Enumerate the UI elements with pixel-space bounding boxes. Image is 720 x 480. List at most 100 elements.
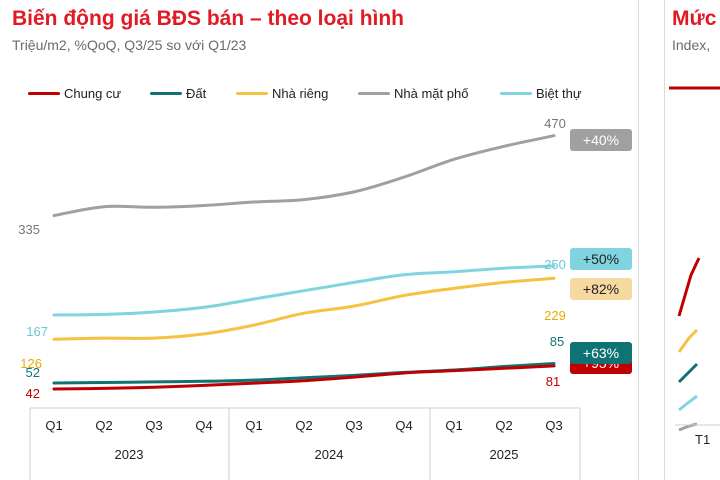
data-point-chungcu [452,369,456,372]
legend-item-nharieng: Nhà riêng [236,86,328,101]
end-value-nharieng: 229 [544,308,566,323]
legend-item-dat: Đất [150,86,206,101]
data-point-bietthu [552,264,556,268]
legend-swatch-chungcu [28,92,60,95]
legend-label-bietthu: Biệt thự [536,86,582,101]
legend-swatch-bietthu [500,92,532,95]
change-badge-label-nhamatpho: +40% [583,132,619,148]
change-badge-nharieng [570,278,632,300]
legend-swatch-nhamatpho [358,92,390,95]
data-point-nhamatpho [402,175,406,179]
chart-title: Biến động giá BĐS bán – theo loại hình [12,7,405,30]
data-point-bietthu [452,270,456,273]
data-point-dat [302,376,306,379]
data-point-dat [152,380,156,384]
legend-label-nhamatpho: Nhà mặt phố [394,86,469,101]
data-point-dat [52,381,56,385]
end-value-bietthu: 250 [544,257,566,272]
x-tick-label: Q3 [145,418,162,433]
data-point-bietthu [502,267,506,270]
legend-swatch-dat [150,92,182,95]
data-point-dat [102,381,106,384]
change-badge-dat [570,342,632,364]
data-point-dat [252,378,256,382]
x-tick-label: Q1 [45,418,62,433]
series-line-nhamatpho [52,134,556,218]
right-series-line [677,257,701,317]
legend-item-chungcu: Chung cư [28,86,121,101]
data-point-chungcu [352,375,356,379]
data-point-bietthu [352,281,356,284]
data-point-nharieng [302,312,306,315]
year-label: 2023 [115,447,144,462]
year-label: 2024 [315,447,344,462]
data-point-chungcu [202,384,206,387]
legend-label-chungcu: Chung cư [64,86,122,101]
legend-label-nharieng: Nhà riêng [272,86,329,101]
data-point-chungcu [502,367,506,370]
legend-item-nhamatpho: Nhà mặt phố [358,86,468,101]
data-point-bietthu [402,273,406,276]
change-badge-label-bietthu: +50% [583,251,619,267]
data-point-bietthu [152,310,156,314]
data-point-chungcu [402,371,406,375]
data-point-dat [202,380,206,383]
data-point-nhamatpho [502,145,506,148]
x-tick-label: Q1 [245,418,262,433]
x-tick-label: Q3 [545,418,562,433]
legend-item-bietthu: Biệt thự [500,86,582,101]
data-point-nhamatpho [452,158,456,161]
data-point-nharieng [352,304,356,308]
start-value-chungcu: 42 [26,386,40,401]
year-label: 2025 [490,447,519,462]
legend-label-dat: Đất [186,86,207,101]
x-tick-label: Q2 [495,418,512,433]
right-chart-title: Mức [672,7,717,30]
end-value-nhamatpho: 470 [544,116,566,131]
right-chart-subtitle: Index, [672,37,711,53]
right-series-line [677,362,699,384]
x-tick-label: Q4 [395,418,412,433]
data-point-nharieng [102,336,106,340]
data-point-bietthu [102,313,106,316]
data-point-nharieng [552,277,556,280]
chart-panel-left: Biến động giá BĐS bán – theo loại hình T… [12,0,639,480]
x-tick-label: Q3 [345,418,362,433]
start-value-bietthu: 167 [26,324,48,339]
legend-swatch-nharieng [236,92,268,95]
data-point-dat [552,362,556,365]
chart-subtitle: Triệu/m2, %QoQ, Q3/25 so với Q1/23 [12,37,247,53]
data-point-nhamatpho [102,205,106,208]
data-point-nharieng [202,332,206,336]
data-point-bietthu [252,297,256,301]
start-value-dat: 52 [26,365,40,380]
end-value-dat: 85 [550,334,564,349]
start-value-nhamatpho: 335 [18,222,40,237]
change-badge-bietthu [570,248,632,270]
right-chart-lines [669,86,720,432]
right-series-line [678,394,698,412]
data-point-chungcu [102,387,106,390]
end-value-chungcu: 81 [546,374,560,389]
data-point-nhamatpho [302,198,306,201]
change-badge-nhamatpho [570,129,632,151]
right-series-line [677,328,699,353]
line-chart: Q1Q2Q3Q4Q1Q2Q3Q4Q1Q2Q32023202420254281+9… [18,116,632,480]
change-badge-label-nharieng: +82% [583,281,619,297]
data-point-chungcu [152,386,156,389]
data-point-bietthu [202,306,206,309]
x-tick-label: Q1 [445,418,462,433]
data-point-nharieng [52,338,56,341]
change-badge-label-dat: +63% [583,345,619,361]
data-point-nharieng [252,323,256,327]
data-point-bietthu [302,289,306,292]
data-point-nhamatpho [202,204,206,207]
x-tick-label: Q4 [195,418,212,433]
data-point-chungcu [552,364,556,368]
data-point-nharieng [152,336,156,340]
data-point-nhamatpho [352,190,356,194]
data-point-nhamatpho [552,134,556,137]
data-point-nhamatpho [52,214,56,217]
data-point-nharieng [402,294,406,297]
right-x-tick: T1 [695,432,711,447]
